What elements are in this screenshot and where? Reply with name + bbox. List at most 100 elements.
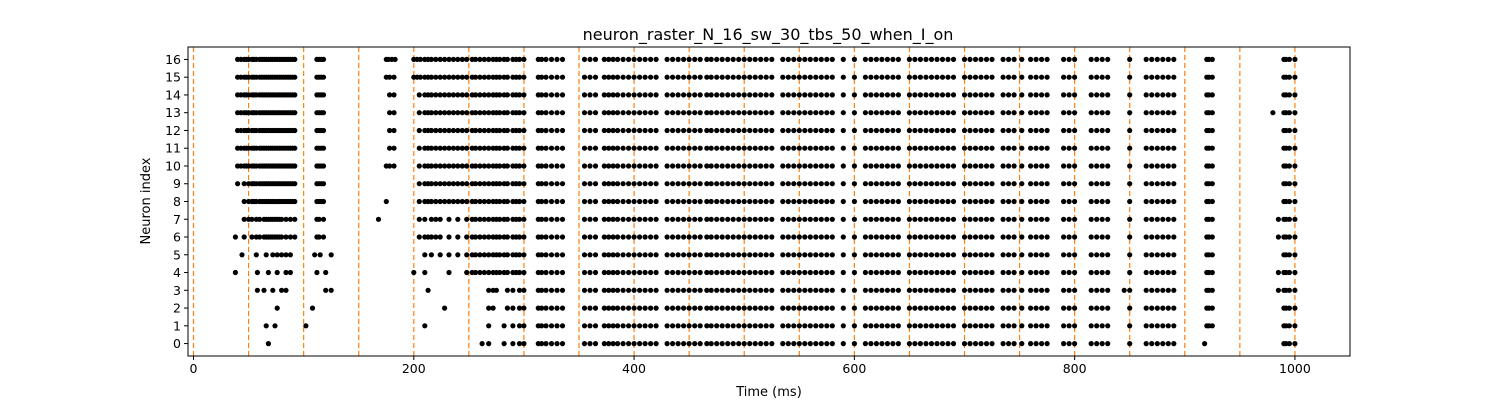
spike-point — [1171, 145, 1177, 151]
spike-point — [620, 110, 626, 116]
spike-point — [559, 216, 566, 222]
spike-point — [758, 216, 764, 222]
spike-point — [890, 127, 896, 134]
spike-point — [1127, 252, 1133, 258]
spike-point — [868, 56, 874, 63]
spike-point — [791, 341, 797, 347]
spike-point — [320, 74, 327, 80]
spike-point — [917, 341, 924, 347]
spike-point — [983, 216, 990, 222]
spike-point — [1094, 341, 1100, 347]
spike-point — [653, 234, 659, 240]
spike-point — [1072, 252, 1078, 258]
spike-point — [539, 269, 545, 276]
spike-point — [1099, 287, 1105, 293]
spike-point — [736, 252, 742, 258]
spike-point — [989, 252, 995, 258]
spike-point — [437, 234, 443, 240]
spike-point — [824, 181, 830, 187]
spike-point — [1171, 269, 1177, 276]
spike-point — [961, 181, 968, 187]
spike-point — [939, 234, 946, 240]
spike-point — [459, 56, 465, 63]
spike-point — [1160, 181, 1166, 187]
spike-point — [1000, 198, 1006, 205]
spike-point — [1149, 56, 1155, 63]
y-tick-label: 2 — [173, 301, 181, 316]
spike-point — [606, 341, 612, 347]
spike-point — [1127, 74, 1133, 80]
spike-point — [791, 287, 797, 293]
spike-point — [730, 252, 736, 258]
spike-point — [1209, 198, 1215, 205]
spike-point — [917, 181, 924, 187]
spike-point — [758, 163, 764, 169]
spike-point — [592, 234, 599, 240]
spike-point — [796, 305, 802, 311]
spike-point — [1209, 127, 1215, 134]
spike-point — [615, 163, 621, 169]
spike-point — [581, 181, 588, 187]
spike-point — [714, 74, 720, 80]
spike-point — [741, 269, 747, 276]
spike-point — [972, 216, 979, 222]
spike-point — [1011, 323, 1017, 329]
spike-point — [747, 216, 753, 222]
spike-point — [862, 56, 869, 63]
spike-point — [428, 56, 434, 63]
spike-point — [543, 145, 549, 151]
spike-point — [747, 341, 753, 347]
spike-point — [708, 92, 714, 98]
spike-point — [890, 145, 896, 151]
spike-point — [972, 56, 979, 63]
spike-point — [725, 216, 731, 222]
spike-point — [917, 163, 924, 169]
spike-point — [416, 110, 422, 116]
spike-point — [428, 74, 434, 80]
spike-point — [730, 234, 736, 240]
spike-point — [791, 269, 797, 276]
spike-point — [928, 92, 935, 98]
spike-point — [459, 198, 465, 205]
y-tick-label: 10 — [165, 158, 181, 173]
spike-point — [758, 252, 764, 258]
spike-point — [446, 252, 452, 258]
spike-point — [978, 216, 984, 222]
spike-point — [606, 305, 612, 311]
spike-point — [730, 341, 736, 347]
spike-point — [521, 181, 527, 187]
spike-point — [455, 181, 461, 187]
spike-point — [249, 216, 255, 222]
spike-point — [851, 216, 858, 222]
spike-point — [504, 92, 510, 98]
spike-point — [437, 110, 443, 116]
spike-point — [1011, 287, 1017, 293]
spike-point — [664, 341, 670, 347]
spike-point — [769, 198, 775, 205]
spike-point — [391, 127, 397, 134]
spike-point — [601, 110, 607, 116]
spike-point — [824, 341, 830, 347]
spike-point — [477, 269, 483, 276]
spike-point — [785, 252, 791, 258]
spike-point — [752, 305, 758, 311]
spike-point — [254, 287, 260, 293]
spike-point — [747, 234, 753, 240]
spike-point — [802, 127, 808, 134]
spike-point — [283, 287, 289, 293]
spike-point — [945, 323, 951, 329]
spike-point — [548, 92, 555, 98]
spike-point — [829, 305, 835, 311]
spike-point — [967, 287, 973, 293]
spike-point — [725, 252, 731, 258]
spike-point — [978, 127, 984, 134]
spike-point — [708, 341, 714, 347]
spike-point — [1165, 252, 1171, 258]
spike-point — [615, 305, 621, 311]
spike-point — [309, 305, 316, 311]
spike-point — [1160, 305, 1166, 311]
spike-point — [411, 269, 417, 276]
spike-point — [1127, 127, 1133, 134]
spike-point — [818, 269, 824, 276]
spike-point — [1061, 341, 1067, 347]
